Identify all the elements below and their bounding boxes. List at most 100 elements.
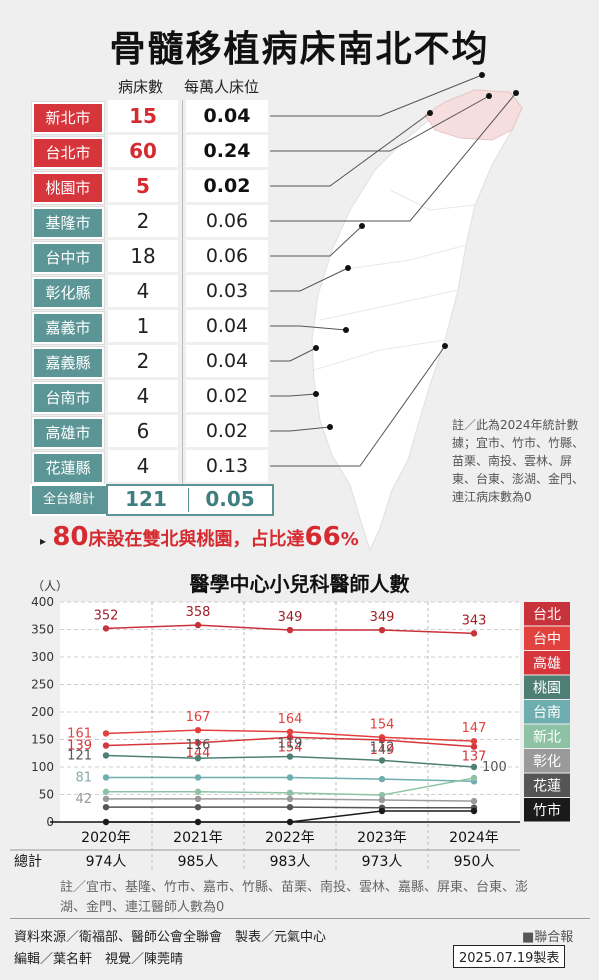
data-point-台南	[194, 774, 202, 781]
region-label: 新北市	[32, 102, 104, 134]
data-point-台南	[378, 775, 386, 783]
total-box	[106, 484, 274, 516]
data-point-台中	[194, 726, 202, 734]
data-point-桃園	[378, 757, 386, 764]
bed-count: 4	[108, 380, 178, 412]
region-label: 台北市	[32, 137, 104, 169]
region-label: 花蓮縣	[32, 452, 104, 484]
bed-count: 15	[108, 100, 178, 132]
data-point-新北	[286, 789, 294, 797]
column-header-bed-count: 病床數	[118, 78, 164, 96]
data-label-高雄: 149	[370, 743, 395, 758]
data-point-彰化	[286, 795, 294, 803]
total-value: 950人	[454, 854, 495, 870]
x-tick-label: 2021年	[173, 830, 223, 846]
totals-label: 總計	[14, 853, 42, 870]
data-point-花蓮	[102, 803, 110, 811]
total-divider	[188, 488, 189, 512]
bed-density: 0.02	[186, 170, 268, 202]
data-point-台北	[378, 626, 386, 634]
table-row: 台北市 60 0.24	[0, 135, 280, 169]
leader-line-changhua	[270, 267, 349, 292]
legend-label-台中: 台中	[533, 632, 561, 648]
total-label: 全台總計	[30, 484, 108, 516]
data-point-新北	[194, 788, 202, 795]
data-point-竹市	[194, 818, 202, 826]
data-point-桃園	[102, 752, 110, 759]
y-tick-label: 50	[39, 788, 54, 802]
page-title: 骨髓移植病床南北不均	[109, 29, 490, 70]
column-divider	[182, 100, 183, 484]
table-row: 新北市 15 0.04	[0, 100, 280, 134]
data-point-竹市	[286, 818, 294, 826]
data-point-高雄	[470, 743, 478, 750]
region-label: 高雄市	[32, 417, 104, 449]
data-label-高雄: 139	[67, 739, 92, 754]
data-label-台北: 343	[462, 613, 487, 628]
total-bed-count: 121	[125, 487, 167, 511]
x-tick-label: 2024年	[449, 830, 499, 846]
table-row: 台中市 18 0.06	[0, 240, 280, 274]
total-bed-density: 0.05	[205, 487, 255, 511]
bed-density: 0.04	[186, 345, 268, 377]
bed-count: 2	[108, 205, 178, 237]
table-row: 基隆市 2 0.06	[0, 205, 280, 239]
data-label-台南: 81	[75, 770, 92, 785]
data-point-新北	[378, 791, 386, 799]
data-label-高雄: 137	[462, 750, 487, 765]
legend-swatch-桃園	[524, 675, 570, 699]
data-label-桃園: 121	[67, 748, 92, 763]
taiwan-map	[311, 89, 523, 552]
legend-label-台北: 台北	[533, 607, 561, 623]
leader-line-taichung	[270, 225, 363, 257]
data-label-台中: 147	[462, 721, 487, 736]
highlight-number-2: 66	[304, 522, 341, 552]
data-label-桃園: 116	[186, 738, 211, 753]
data-label-彰化: 42	[75, 792, 92, 807]
leader-line-new-taipei	[270, 74, 483, 117]
total-value: 973人	[362, 854, 403, 870]
data-point-高雄	[194, 739, 202, 746]
data-point-花蓮	[194, 803, 202, 811]
chart-title: 醫學中心小兒科醫師人數	[189, 572, 410, 596]
bed-count: 60	[108, 135, 178, 167]
y-tick-label: 200	[31, 705, 54, 719]
leader-line-chiayi-county	[270, 347, 317, 362]
bed-density: 0.06	[186, 205, 268, 237]
footer-divider	[10, 918, 590, 919]
data-label-桃園: 112	[370, 740, 395, 755]
legend-label-彰化: 彰化	[533, 753, 561, 770]
data-point-桃園	[194, 755, 202, 762]
bed-count: 6	[108, 415, 178, 447]
legend-swatch-竹市	[524, 798, 570, 822]
bed-density: 0.04	[186, 100, 268, 132]
table-row: 嘉義市 1 0.04	[0, 310, 280, 344]
data-label-台中: 161	[67, 726, 92, 741]
bed-count: 4	[108, 275, 178, 307]
leader-line-hualien	[270, 345, 446, 467]
x-tick-label: 2023年	[357, 830, 407, 846]
north-region-shape	[424, 89, 523, 141]
leader-line-tainan	[270, 393, 317, 397]
data-point-台南	[286, 774, 294, 781]
legend-swatch-台中	[524, 626, 570, 650]
source-credit: 資料來源／衛福部、醫師公會全聯會 製表／元氣中心	[14, 930, 327, 945]
data-label-台中: 167	[186, 710, 211, 725]
bed-density: 0.03	[186, 275, 268, 307]
data-label-高雄: 154	[278, 740, 303, 755]
leader-line-taoyuan	[270, 112, 431, 187]
legend-swatch-新北	[524, 724, 570, 748]
data-point-彰化	[378, 796, 386, 804]
plot-area	[60, 602, 520, 822]
data-label-台北: 358	[186, 605, 211, 620]
data-point-高雄	[286, 734, 294, 741]
y-tick-label: 400	[31, 595, 54, 609]
legend-swatch-花蓮	[524, 773, 570, 797]
legend-label-新北: 新北	[533, 730, 561, 746]
data-point-桃園	[286, 753, 294, 760]
bed-density: 0.06	[186, 240, 268, 272]
bed-count: 5	[108, 170, 178, 202]
data-point-竹市	[102, 818, 110, 826]
highlight-text-2: %	[340, 529, 359, 550]
footer-note: 註／宜市、基隆、竹市、嘉市、竹縣、苗栗、南投、雲林、嘉縣、屏東、台東、澎湖、金門…	[60, 880, 529, 915]
